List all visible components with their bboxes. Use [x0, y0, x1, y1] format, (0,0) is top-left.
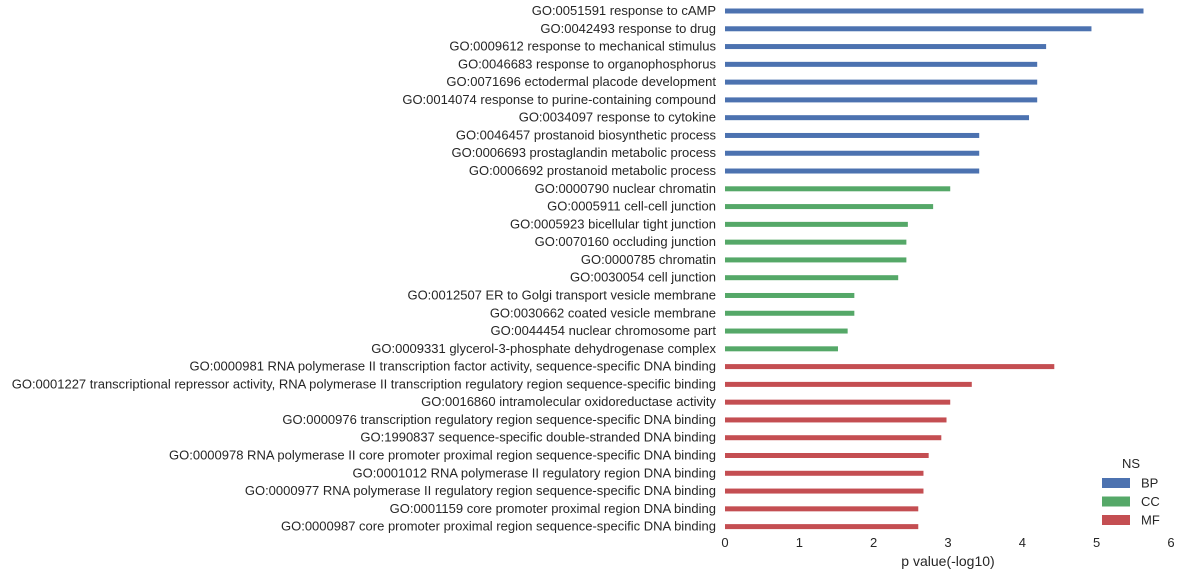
y-tick-label: GO:0000790 nuclear chromatin	[535, 181, 716, 196]
legend-label-mf: MF	[1141, 513, 1160, 528]
y-tick-label: GO:0030662 coated vesicle membrane	[490, 305, 716, 320]
bar-cc-19	[725, 346, 838, 352]
y-tick-label: GO:0071696 ectodermal placode developmen…	[446, 74, 716, 89]
bar-mf-23	[725, 417, 947, 423]
y-tick-label: GO:0042493 response to drug	[540, 21, 716, 36]
legend-label-cc: CC	[1141, 494, 1160, 509]
y-tick-label: GO:0009331 glycerol-3-phosphate dehydrog…	[371, 341, 716, 356]
y-tick-label: GO:0000977 RNA polymerase II regulatory …	[245, 483, 716, 498]
y-tick-label: GO:0044454 nuclear chromosome part	[491, 323, 717, 338]
legend-swatch-cc	[1102, 496, 1130, 507]
y-tick-label: GO:0046683 response to organophosphorus	[458, 56, 717, 71]
bar-cc-17	[725, 310, 855, 316]
y-tick-label: GO:0014074 response to purine-containing…	[402, 92, 716, 107]
legend: NS BP CC MF	[1102, 456, 1160, 528]
y-tick-label: GO:0001159 core promoter proximal region…	[390, 501, 716, 516]
bar-cc-13	[725, 239, 907, 245]
bar-bp-4	[725, 79, 1038, 85]
x-tick-label: 1	[796, 535, 803, 550]
bar-bp-7	[725, 132, 980, 138]
y-tick-label: GO:0005911 cell-cell junction	[547, 199, 716, 214]
y-tick-label: GO:0034097 response to cytokine	[519, 110, 716, 125]
bar-mf-25	[725, 453, 929, 458]
legend-swatch-bp	[1102, 478, 1130, 488]
bar-mf-26	[725, 470, 924, 476]
bar-mf-22	[725, 399, 951, 405]
bar-cc-10	[725, 186, 951, 192]
y-tick-label: GO:0000981 RNA polymerase II transcripti…	[189, 359, 716, 374]
y-tick-label: GO:0006693 prostaglandin metabolic proce…	[452, 145, 717, 160]
x-tick-label: 5	[1093, 535, 1100, 550]
y-tick-label: GO:0000987 core promoter proximal region…	[281, 519, 716, 534]
bar-cc-14	[725, 257, 907, 263]
bar-mf-21	[725, 381, 972, 387]
x-tick-label: 2	[870, 535, 877, 550]
y-tick-label: GO:0046457 prostanoid biosynthetic proce…	[456, 127, 717, 142]
legend-label-bp: BP	[1141, 476, 1158, 491]
bar-bp-6	[725, 115, 1030, 121]
x-tick-labels: 0 1 2 3 4 5 6	[721, 535, 1174, 550]
y-tick-label: GO:0070160 occluding junction	[535, 234, 716, 249]
legend-title: NS	[1122, 456, 1140, 471]
x-tick-label: 6	[1167, 535, 1174, 550]
y-tick-label: GO:0051591 response to cAMP	[532, 3, 716, 18]
y-tick-label: GO:0012507 ER to Golgi transport vesicle…	[407, 287, 716, 302]
bar-mf-28	[725, 506, 919, 512]
bar-bp-9	[725, 168, 980, 174]
legend-swatch-mf	[1102, 515, 1130, 525]
y-tick-label: GO:0000976 transcription regulatory regi…	[282, 412, 716, 427]
bar-mf-24	[725, 435, 942, 441]
y-tick-label: GO:0030054 cell junction	[570, 270, 716, 285]
bar-bp-3	[725, 61, 1038, 67]
bar-cc-11	[725, 204, 934, 210]
bar-bp-1	[725, 26, 1092, 32]
y-tick-label: GO:0006692 prostanoid metabolic process	[469, 163, 717, 178]
bar-bp-5	[725, 97, 1038, 103]
x-tick-label: 3	[944, 535, 951, 550]
y-tick-labels: GO:0051591 response to cAMP GO:0042493 re…	[12, 3, 717, 534]
y-tick-label: GO:0000978 RNA polymerase II core promot…	[169, 448, 716, 463]
legend-items: BP CC MF	[1102, 476, 1160, 528]
bar-mf-29	[725, 524, 919, 530]
bar-cc-12	[725, 221, 908, 227]
bars-layer	[725, 8, 1144, 530]
bar-mf-27	[725, 488, 924, 494]
x-axis-label: p value(-log10)	[901, 553, 994, 569]
x-tick-label: 4	[1019, 535, 1026, 550]
y-tick-label: GO:0001227 transcriptional repressor act…	[12, 376, 716, 391]
bar-cc-15	[725, 275, 899, 281]
bar-bp-0	[725, 8, 1144, 14]
bar-cc-18	[725, 328, 848, 334]
y-tick-label: GO:0009612 response to mechanical stimul…	[449, 39, 716, 54]
x-tick-label: 0	[721, 535, 728, 550]
y-tick-label: GO:0000785 chromatin	[581, 252, 716, 267]
y-tick-label: GO:0005923 bicellular tight junction	[510, 216, 716, 231]
bar-bp-8	[725, 150, 980, 156]
y-tick-label: GO:1990837 sequence-specific double-stra…	[360, 430, 716, 445]
y-tick-label: GO:0001012 RNA polymerase II regulatory …	[353, 465, 716, 480]
bar-bp-2	[725, 44, 1047, 50]
y-tick-label: GO:0016860 intramolecular oxidoreductase…	[421, 394, 716, 409]
bar-mf-20	[725, 364, 1055, 370]
bar-cc-16	[725, 292, 855, 298]
